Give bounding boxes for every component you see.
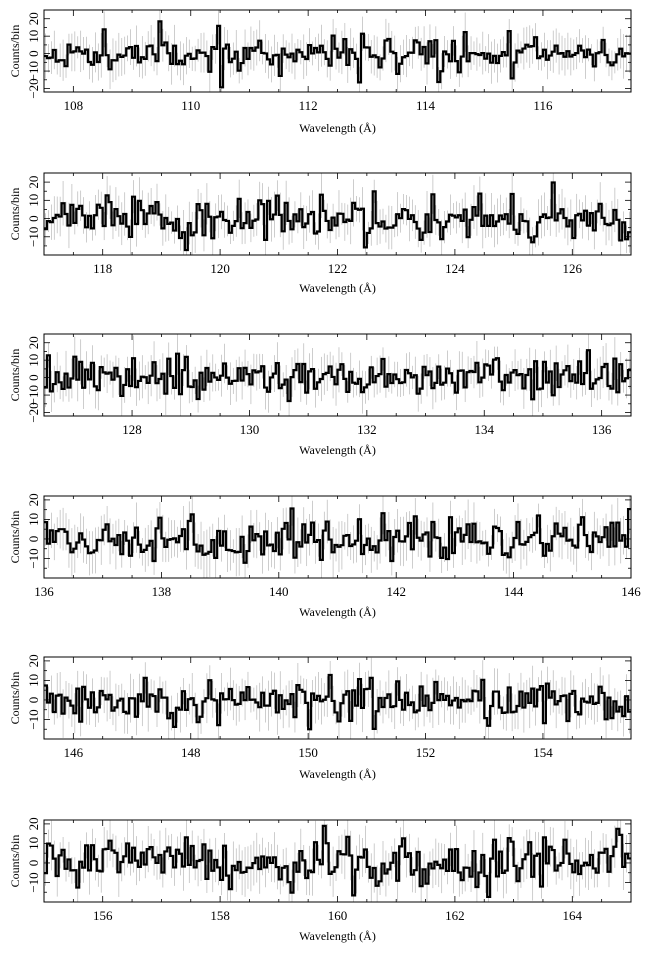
x-tick-label: 134 <box>475 422 495 437</box>
y-tick-label: 10 <box>26 513 41 526</box>
x-tick-label: 136 <box>34 584 54 599</box>
plot-area <box>44 820 631 902</box>
x-tick-label: 156 <box>93 908 113 923</box>
spectrum-line <box>44 181 631 252</box>
plot-area <box>44 173 631 255</box>
spectrum-line <box>44 20 631 89</box>
y-axis-label: Counts/bin <box>8 511 22 564</box>
plot-area <box>44 334 631 416</box>
x-axis-label: Wavelength (Å) <box>299 121 376 135</box>
y-tick-label: 0 <box>26 50 41 57</box>
y-tick-label: 10 <box>26 837 41 850</box>
x-axis-label: Wavelength (Å) <box>299 929 376 943</box>
y-tick-label: 0 <box>26 860 41 867</box>
x-tick-label: 114 <box>416 98 436 113</box>
y-tick-label: −10 <box>26 872 41 892</box>
x-tick-label: 116 <box>533 98 553 113</box>
y-tick-label: 10 <box>26 674 41 687</box>
x-tick-label: 120 <box>210 261 230 276</box>
plot-area <box>44 657 631 739</box>
x-tick-label: 124 <box>445 261 465 276</box>
y-tick-label: 20 <box>26 493 41 506</box>
x-tick-label: 144 <box>504 584 524 599</box>
y-axis-label: Counts/bin <box>8 835 22 888</box>
x-tick-label: 140 <box>269 584 289 599</box>
plot-area <box>44 496 631 578</box>
spectrum-panel-1: 108 110 112 114 116 −20−10 0 10 20 Wavelength (Å)… <box>8 9 632 135</box>
y-tick-label: 0 <box>26 215 41 222</box>
x-tick-label: 136 <box>592 422 612 437</box>
y-tick-label: −10 <box>26 548 41 568</box>
x-axis-label: Wavelength (Å) <box>299 281 376 295</box>
y-tick-label: −10 <box>26 227 41 247</box>
y-tick-label: −20 <box>26 402 41 422</box>
x-tick-label: 148 <box>181 745 201 760</box>
y-axis-label: Counts/bin <box>8 672 22 725</box>
y-tick-label: 0 <box>26 374 41 381</box>
x-tick-label: 130 <box>240 422 260 437</box>
y-axis-label: Counts/bin <box>8 188 22 241</box>
x-tick-label: 108 <box>64 98 84 113</box>
x-tick-label: 126 <box>563 261 583 276</box>
y-tick-label: −10 <box>26 709 41 729</box>
y-tick-label: −20 <box>26 78 41 98</box>
x-tick-label: 150 <box>298 745 318 760</box>
spectrum-panel-4: 136 138 140 142 144 146 −10 0 10 20 Wavelength (Å)… <box>8 493 641 619</box>
y-tick-label: −10 <box>26 385 41 405</box>
y-tick-label: 10 <box>26 194 41 207</box>
x-tick-label: 162 <box>445 908 465 923</box>
spectrum-line <box>44 507 631 564</box>
spectrum-line <box>44 824 631 899</box>
spectrum-panel-2: 118 120 122 124 126 −10 0 10 20 Wavelength (Å) Cou… <box>8 172 632 295</box>
y-tick-label: 10 <box>26 30 41 43</box>
spectrum-line <box>44 673 631 731</box>
plot-area <box>44 10 631 92</box>
x-tick-label: 164 <box>563 908 583 923</box>
x-tick-label: 146 <box>64 745 84 760</box>
x-tick-label: 160 <box>328 908 348 923</box>
y-axis-label: Counts/bin <box>8 25 22 78</box>
y-tick-label: 0 <box>26 536 41 543</box>
y-axis-label: Counts/bin <box>8 349 22 402</box>
x-axis-label: Wavelength (Å) <box>299 443 376 457</box>
y-tick-label: 20 <box>26 654 41 667</box>
spectrum-panel-5: 146 148 150 152 154 −10 0 10 20 Wavelength (Å) Cou… <box>8 654 632 781</box>
x-tick-label: 112 <box>299 98 318 113</box>
spectrum-panel-6: 156 158 160 162 164 −10 0 10 20 Wavelength (Å) Cou… <box>8 817 632 943</box>
x-tick-label: 158 <box>210 908 230 923</box>
y-tick-label: 0 <box>26 697 41 704</box>
y-tick-label: 20 <box>26 817 41 830</box>
x-tick-label: 128 <box>122 422 142 437</box>
y-tick-label: 20 <box>26 12 41 25</box>
x-tick-label: 146 <box>621 584 641 599</box>
spectrum-panel-3: 128 130 132 134 136 −20−10 0 10 20 Wavelength (Å)… <box>8 333 632 457</box>
x-tick-label: 118 <box>93 261 112 276</box>
x-tick-label: 110 <box>181 98 200 113</box>
x-tick-label: 138 <box>152 584 172 599</box>
spectrum-line <box>44 349 631 403</box>
x-axis-label: Wavelength (Å) <box>299 605 376 619</box>
x-axis-label: Wavelength (Å) <box>299 767 376 781</box>
y-tick-label: 10 <box>26 354 41 367</box>
x-tick-label: 154 <box>533 745 553 760</box>
y-tick-label: 20 <box>26 176 41 189</box>
y-tick-label: 20 <box>26 336 41 349</box>
x-tick-label: 142 <box>386 584 406 599</box>
x-tick-label: 122 <box>328 261 348 276</box>
x-tick-label: 132 <box>357 422 377 437</box>
y-tick-label: −10 <box>26 61 41 81</box>
x-tick-label: 152 <box>416 745 436 760</box>
